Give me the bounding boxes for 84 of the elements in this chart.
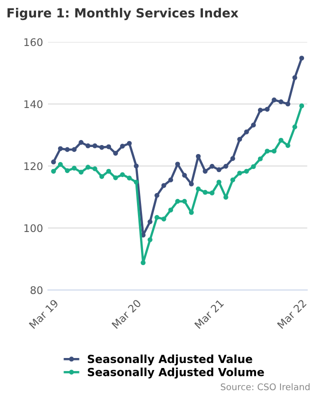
- point: [285, 143, 290, 148]
- point: [106, 144, 112, 150]
- x-tick-label: Mar 21: [194, 299, 224, 329]
- point: [168, 178, 174, 182]
- point: [188, 210, 194, 215]
- legend-label: Seasonally Adjusted Volume: [88, 368, 264, 378]
- point: [258, 156, 263, 162]
- point: [78, 170, 84, 175]
- point: [120, 172, 125, 178]
- point: [58, 162, 63, 167]
- point: [161, 216, 166, 222]
- point: [140, 260, 146, 266]
- point: [113, 150, 118, 156]
- point: [299, 103, 304, 108]
- point: [210, 164, 214, 169]
- point: [278, 99, 284, 104]
- point: [51, 168, 56, 174]
- point: [223, 164, 228, 169]
- point: [244, 168, 249, 174]
- point: [175, 162, 180, 167]
- point: [251, 164, 256, 170]
- point: [292, 124, 298, 130]
- source-note: Source: CSO Ireland: [220, 383, 310, 390]
- point: [113, 175, 118, 180]
- point: [196, 186, 201, 192]
- point: [292, 75, 298, 80]
- point: [154, 215, 160, 220]
- point: [86, 164, 90, 170]
- point: [196, 154, 201, 159]
- point: [92, 166, 98, 172]
- y-tick-label: 140: [24, 100, 42, 108]
- y-tick-label: 160: [24, 38, 42, 46]
- y-tick-label: 80: [30, 286, 42, 294]
- legend-label: Seasonally Adjusted Value: [88, 354, 252, 366]
- point: [134, 180, 139, 185]
- point: [182, 198, 187, 204]
- point: [148, 219, 152, 224]
- point: [202, 168, 208, 174]
- point: [64, 168, 70, 174]
- point: [126, 140, 132, 146]
- chart-title: Figure 1: Monthly Services Index: [8, 8, 238, 20]
- point: [51, 160, 56, 164]
- point: [278, 138, 284, 143]
- x-tick-label: Mar 22: [276, 299, 307, 329]
- point: [251, 122, 256, 128]
- point: [58, 146, 63, 152]
- point: [210, 190, 214, 196]
- point: [182, 172, 187, 178]
- point: [264, 106, 270, 112]
- point: [258, 108, 263, 113]
- point: [161, 183, 166, 188]
- point: [175, 198, 180, 204]
- point: [202, 190, 208, 195]
- point: [86, 143, 90, 148]
- x-tick-label: Mar 19: [28, 298, 59, 329]
- y-tick-label: 120: [24, 162, 42, 170]
- point: [244, 129, 249, 134]
- point: [72, 166, 77, 171]
- point: [99, 174, 104, 179]
- point: [78, 140, 84, 145]
- point: [148, 237, 152, 242]
- point: [272, 148, 277, 154]
- y-tick-label: 100: [24, 224, 42, 232]
- point: [299, 56, 304, 61]
- point: [285, 102, 290, 106]
- point: [272, 98, 277, 102]
- point: [120, 144, 125, 149]
- point: [216, 167, 222, 172]
- point: [126, 176, 132, 181]
- point: [264, 148, 270, 154]
- x-tick-label: Mar 20: [111, 298, 142, 329]
- point: [237, 170, 242, 176]
- point: [64, 147, 70, 152]
- point: [72, 147, 77, 152]
- point: [99, 144, 104, 150]
- point: [92, 143, 98, 148]
- point: [134, 164, 139, 168]
- point: [237, 136, 242, 142]
- point: [168, 208, 174, 212]
- point: [230, 178, 236, 182]
- point: [188, 182, 194, 186]
- point: [230, 156, 236, 161]
- point: [154, 193, 160, 198]
- point: [106, 168, 112, 174]
